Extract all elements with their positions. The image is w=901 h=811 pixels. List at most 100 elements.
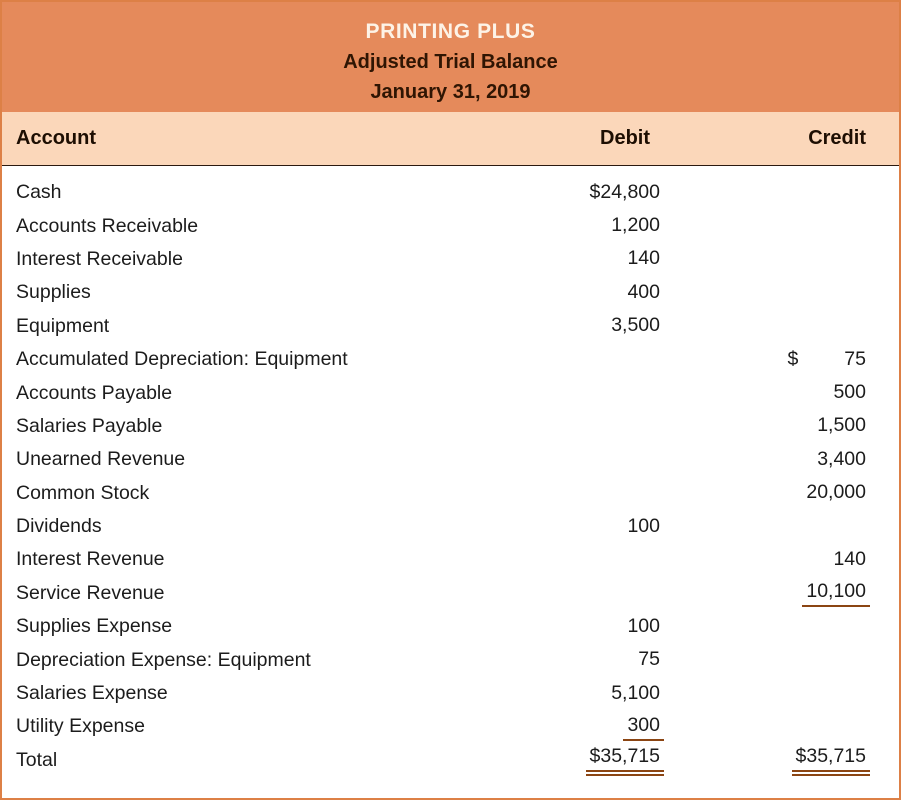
account-name: Utility Expense xyxy=(16,715,145,738)
currency-symbol: $ xyxy=(787,347,799,370)
account-name: Interest Receivable xyxy=(16,247,183,270)
debit-amount-text: 1,200 xyxy=(607,213,664,239)
column-header-credit: Credit xyxy=(808,127,866,149)
debit-amount-value: $35,715 xyxy=(589,745,661,768)
table-row: Unearned Revenue 3,400 xyxy=(2,443,899,476)
table-row: Accounts Payable 500 xyxy=(2,376,899,409)
debit-amount: 140 xyxy=(510,246,660,272)
debit-amount: 300 xyxy=(510,713,664,741)
debit-amount-value: 1,200 xyxy=(611,214,660,237)
credit-amount-text: 10,100 xyxy=(802,579,870,608)
table-row: Accumulated Depreciation: Equipment $75 xyxy=(2,343,899,376)
account-name: Total xyxy=(16,748,58,771)
credit-amount-text: 500 xyxy=(829,380,870,406)
credit-amount: 1,500 xyxy=(660,413,866,439)
credit-amount-text: 20,000 xyxy=(802,480,870,506)
table-row: Dividends 100 xyxy=(2,510,899,543)
account-name: Unearned Revenue xyxy=(16,448,186,471)
table-row: Salaries Payable 1,500 xyxy=(2,410,899,443)
account-name: Accounts Payable xyxy=(16,381,173,404)
debit-amount-text: 5,100 xyxy=(607,681,664,707)
debit-amount: 5,100 xyxy=(510,681,660,707)
credit-amount-value: 3,400 xyxy=(817,447,866,470)
table-row: Supplies Expense 100 xyxy=(2,610,899,643)
account-name: Cash xyxy=(16,181,62,204)
account-name: Salaries Payable xyxy=(16,414,163,437)
statement-header: PRINTING PLUS Adjusted Trial Balance Jan… xyxy=(2,2,899,112)
debit-amount-text: 75 xyxy=(634,647,664,673)
credit-amount-text: $75 xyxy=(783,347,870,373)
table-row: Depreciation Expense: Equipment 75 xyxy=(2,643,899,676)
credit-amount-value: 1,500 xyxy=(817,414,866,437)
account-name: Equipment xyxy=(16,314,110,337)
account-name: Accumulated Depreciation: Equipment xyxy=(16,348,348,371)
table-row: Interest Receivable 140 xyxy=(2,243,899,276)
credit-amount-text: 140 xyxy=(829,547,870,573)
table-row: Common Stock 20,000 xyxy=(2,477,899,510)
debit-amount: 75 xyxy=(510,647,660,673)
debit-amount: $35,715 xyxy=(510,744,664,777)
debit-amount-text: 100 xyxy=(623,514,664,540)
debit-amount-text: 100 xyxy=(623,614,664,640)
table-row: Equipment 3,500 xyxy=(2,310,899,343)
credit-amount-value: 140 xyxy=(833,547,866,570)
account-name: Service Revenue xyxy=(16,581,165,604)
account-name: Interest Revenue xyxy=(16,548,165,571)
credit-amount-text: 3,400 xyxy=(813,447,870,473)
credit-amount: 10,100 xyxy=(660,579,870,608)
account-name: Salaries Expense xyxy=(16,682,168,705)
table-body: Cash $24,800 Accounts Receivable 1,200 Inter… xyxy=(2,166,899,798)
credit-amount-text: 1,500 xyxy=(813,413,870,439)
credit-amount: 500 xyxy=(660,380,866,406)
table-row: Supplies 400 xyxy=(2,276,899,309)
credit-amount: $35,715 xyxy=(660,744,870,777)
debit-amount-text: $24,800 xyxy=(586,180,665,206)
credit-amount-value: 75 xyxy=(844,347,866,370)
debit-amount: 1,200 xyxy=(510,213,660,239)
debit-amount-value: 400 xyxy=(627,280,660,303)
debit-amount: 3,500 xyxy=(510,313,660,339)
debit-amount-value: 5,100 xyxy=(611,681,660,704)
debit-amount-value: 3,500 xyxy=(611,314,660,337)
credit-amount: 140 xyxy=(660,547,866,573)
account-name: Supplies Expense xyxy=(16,615,173,638)
statement-title: Adjusted Trial Balance xyxy=(343,51,558,73)
table-row: Salaries Expense 5,100 xyxy=(2,677,899,710)
debit-amount: 100 xyxy=(510,514,660,540)
credit-amount: 3,400 xyxy=(660,447,866,473)
credit-amount-value: 20,000 xyxy=(806,481,866,504)
credit-amount: $75 xyxy=(660,347,866,373)
debit-amount-text: 400 xyxy=(623,280,664,306)
debit-amount-value: 75 xyxy=(638,648,660,671)
table-row: Service Revenue 10,100 xyxy=(2,577,899,610)
table-row: Interest Revenue 140 xyxy=(2,543,899,576)
debit-amount-text: 3,500 xyxy=(607,313,664,339)
debit-amount-value: 100 xyxy=(627,614,660,637)
company-name: PRINTING PLUS xyxy=(365,20,536,43)
debit-amount: $24,800 xyxy=(510,180,661,206)
credit-amount-text: $35,715 xyxy=(791,744,870,777)
credit-amount-value: 500 xyxy=(833,381,866,404)
statement-date: January 31, 2019 xyxy=(370,81,531,103)
credit-amount-value: $35,715 xyxy=(795,745,867,768)
account-name: Accounts Receivable xyxy=(16,214,199,237)
debit-amount-value: $24,800 xyxy=(589,180,661,203)
table-row: Cash $24,800 xyxy=(2,176,899,209)
column-header-account: Account xyxy=(16,127,96,149)
table-row: Accounts Receivable 1,200 xyxy=(2,209,899,242)
debit-amount: 100 xyxy=(510,614,660,640)
account-name: Depreciation Expense: Equipment xyxy=(16,648,311,671)
credit-amount-value: 10,100 xyxy=(806,580,866,603)
credit-amount: 20,000 xyxy=(660,480,866,506)
account-name: Supplies xyxy=(16,281,91,304)
account-name: Common Stock xyxy=(16,481,150,504)
table-row: Utility Expense 300 xyxy=(2,710,899,743)
debit-amount-value: 140 xyxy=(627,247,660,270)
table-row: Total $35,715 $35,715 xyxy=(2,744,899,777)
debit-amount-text: 300 xyxy=(623,713,664,741)
column-header-row: Account Debit Credit xyxy=(2,112,899,166)
column-header-debit: Debit xyxy=(600,127,650,149)
debit-amount-text: 140 xyxy=(623,246,664,272)
debit-amount-value: 300 xyxy=(627,713,660,736)
